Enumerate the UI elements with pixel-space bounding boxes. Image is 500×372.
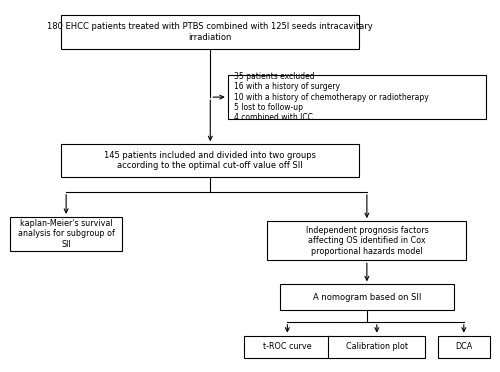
- Text: DCA: DCA: [455, 342, 472, 351]
- Text: 35 patients excluded
16 with a history of surgery
10 with a history of chemother: 35 patients excluded 16 with a history o…: [234, 72, 428, 122]
- Text: t-ROC curve: t-ROC curve: [263, 342, 312, 351]
- FancyBboxPatch shape: [328, 336, 426, 358]
- FancyBboxPatch shape: [10, 217, 122, 251]
- Text: A nomogram based on SII: A nomogram based on SII: [312, 293, 421, 302]
- Text: 180 EHCC patients treated with PTBS combined with 125I seeds intracavitary
irrad: 180 EHCC patients treated with PTBS comb…: [48, 22, 373, 42]
- FancyBboxPatch shape: [244, 336, 331, 358]
- FancyBboxPatch shape: [61, 15, 360, 49]
- Text: Calibration plot: Calibration plot: [346, 342, 408, 351]
- Text: 145 patients included and divided into two groups
according to the optimal cut-o: 145 patients included and divided into t…: [104, 151, 316, 170]
- FancyBboxPatch shape: [268, 221, 466, 260]
- FancyBboxPatch shape: [280, 284, 454, 310]
- FancyBboxPatch shape: [61, 144, 360, 177]
- FancyBboxPatch shape: [228, 75, 486, 119]
- Text: kaplan-Meier's survival
analysis for subgroup of
SII: kaplan-Meier's survival analysis for sub…: [18, 219, 114, 249]
- FancyBboxPatch shape: [438, 336, 490, 358]
- Text: Independent prognosis factors
affecting OS identified in Cox
proportional hazard: Independent prognosis factors affecting …: [306, 226, 428, 256]
